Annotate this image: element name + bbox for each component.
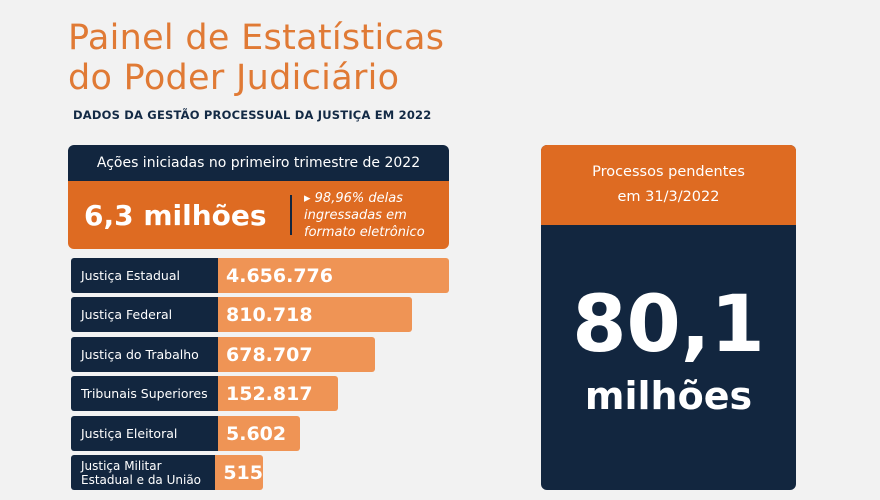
row-value: 515 [215,455,263,490]
pendentes-heading: Processos pendentes em 31/3/2022 [541,145,796,225]
row-label: Tribunais Superiores [71,376,218,411]
row-value: 810.718 [218,297,412,332]
row-value: 152.817 [218,376,338,411]
heading-line: em 31/3/2022 [617,189,720,205]
pendentes-unit: milhões [584,374,753,418]
row-value: 4.656.776 [218,258,449,293]
title-line-2: do Poder Judiciário [68,58,400,98]
note-line: ingressadas em [304,207,407,223]
heading-line: Processos pendentes [592,164,745,180]
page-title: Painel de Estatísticas do Poder Judiciár… [68,18,444,98]
row-label: Justiça Estadual [71,258,218,293]
pendentes-value: 80,1 [572,280,765,370]
pendentes-card: Processos pendentes em 31/3/2022 80,1 mi… [541,145,796,490]
row-justica-trabalho: Justiça do Trabalho 678.707 [71,337,375,372]
row-justica-estadual: Justiça Estadual 4.656.776 [71,258,449,293]
row-value: 5.602 [218,416,300,451]
row-justica-federal: Justiça Federal 810.718 [71,297,412,332]
note-line: ▸ 98,96% delas [304,190,403,206]
row-justica-militar: Justiça Militar Estadual e da União 515 [71,455,263,490]
note-line: formato eletrônico [304,224,425,240]
row-label: Justiça Federal [71,297,218,332]
row-tribunais-superiores: Tribunais Superiores 152.817 [71,376,338,411]
divider [290,195,292,235]
row-label: Justiça Militar Estadual e da União [71,455,216,490]
row-justica-eleitoral: Justiça Eleitoral 5.602 [71,416,300,451]
acoes-heading: Ações iniciadas no primeiro trimestre de… [68,145,449,181]
row-label-line: Estadual e da União [81,472,202,487]
title-line-1: Painel de Estatísticas [68,18,445,58]
acoes-total: 6,3 milhões [84,198,267,232]
acoes-total-panel: 6,3 milhões ▸ 98,96% delas ingressadas e… [68,181,449,249]
row-label-line: Justiça Militar [81,458,162,473]
acoes-note: ▸ 98,96% delas ingressadas em formato el… [304,190,425,241]
row-label: Justiça Eleitoral [71,416,218,451]
page-subtitle: DADOS DA GESTÃO PROCESSUAL DA JUSTIÇA EM… [73,108,432,122]
row-value: 678.707 [218,337,375,372]
row-label: Justiça do Trabalho [71,337,218,372]
